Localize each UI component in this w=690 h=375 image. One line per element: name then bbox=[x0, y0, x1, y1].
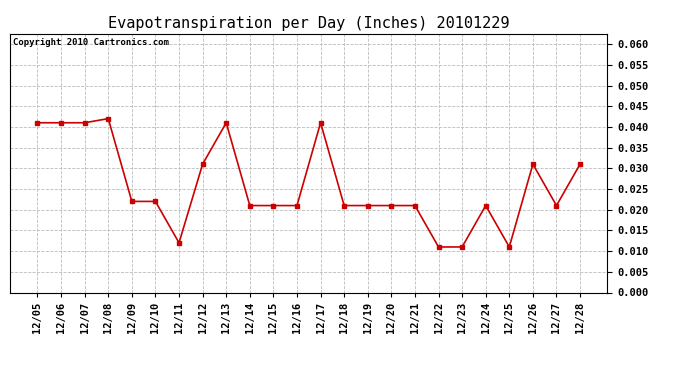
Text: Copyright 2010 Cartronics.com: Copyright 2010 Cartronics.com bbox=[13, 38, 169, 46]
Title: Evapotranspiration per Day (Inches) 20101229: Evapotranspiration per Day (Inches) 2010… bbox=[108, 16, 509, 31]
